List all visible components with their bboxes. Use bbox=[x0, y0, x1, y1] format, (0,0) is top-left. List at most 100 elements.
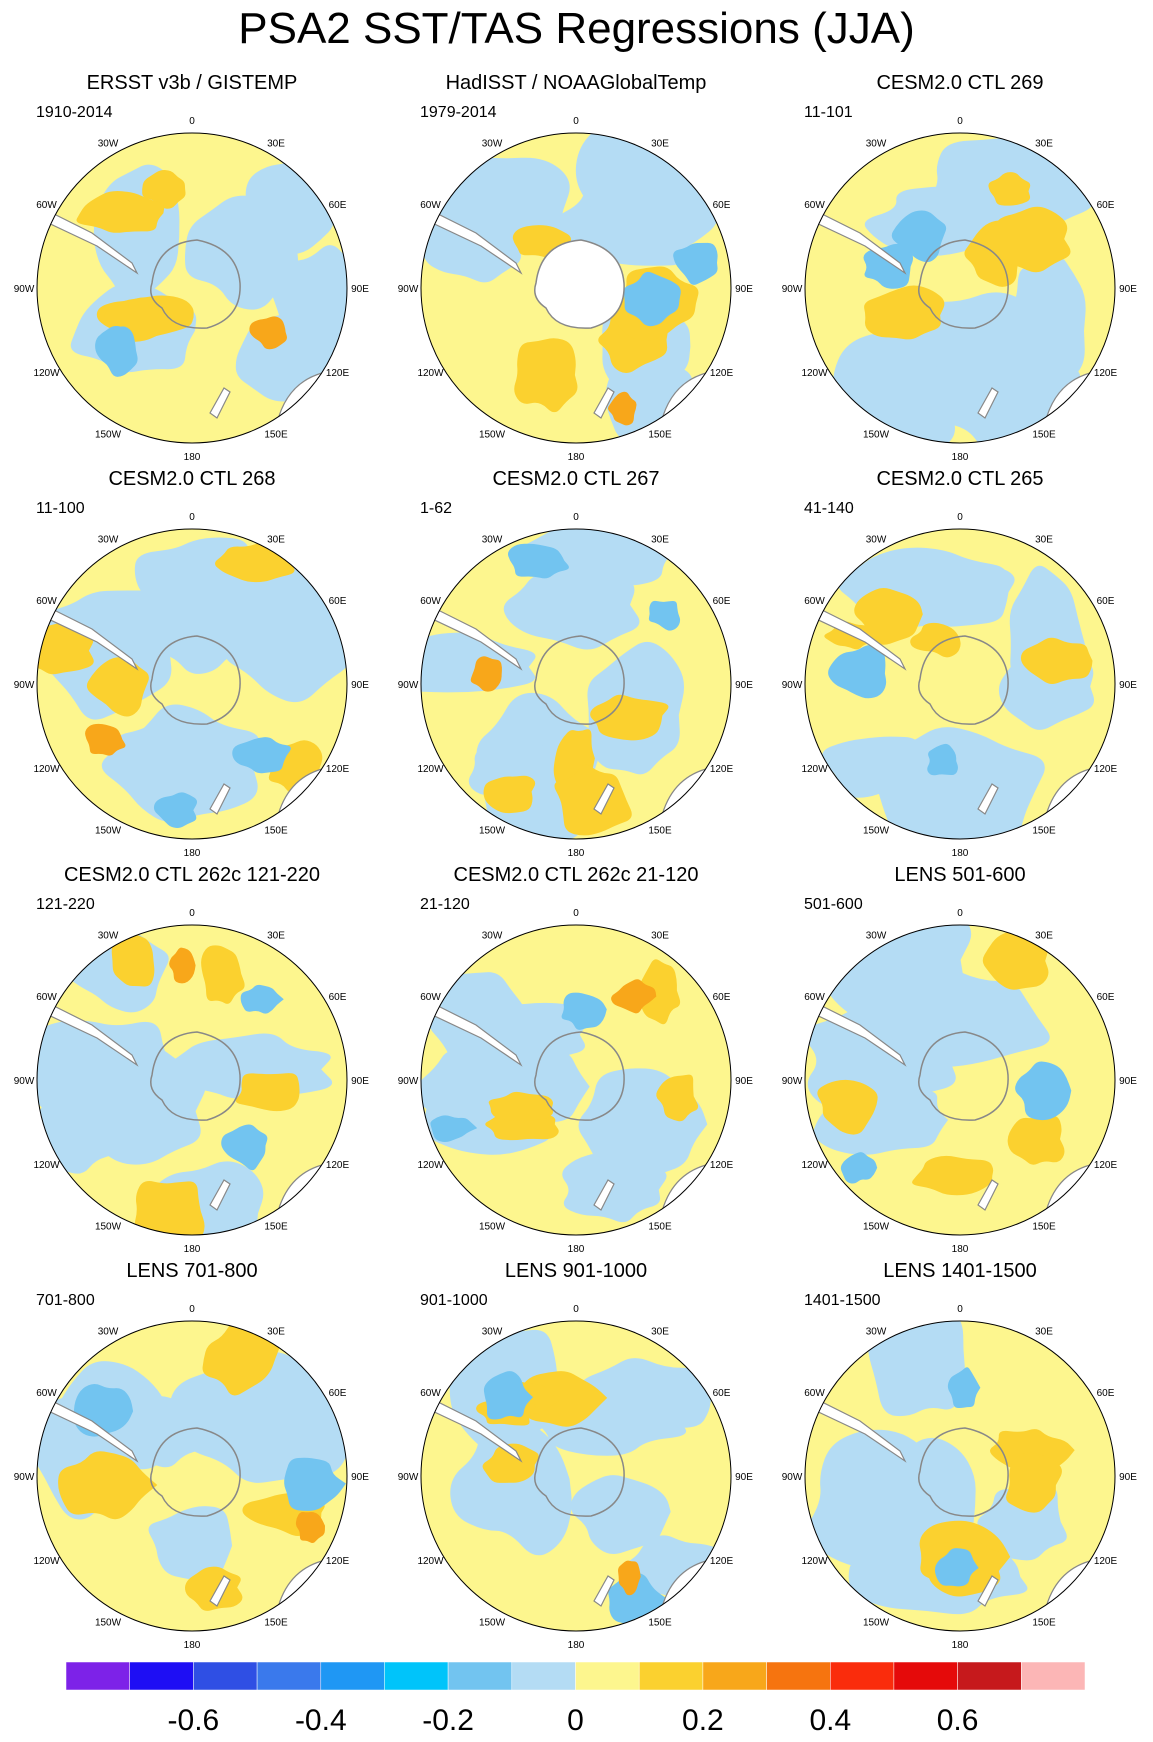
longitude-label: 90W bbox=[398, 1472, 419, 1483]
longitude-label: 60W bbox=[420, 200, 441, 211]
anomaly-positive bbox=[910, 622, 961, 658]
longitude-label: 0 bbox=[573, 116, 579, 127]
anomaly-positive bbox=[521, 1371, 608, 1427]
longitude-label: 30W bbox=[98, 535, 119, 546]
map-panel: ERSST v3b / GISTEMP 1910-2014 0 30E 60E 90E 12… bbox=[0, 72, 384, 464]
antarctica-outline bbox=[534, 1427, 625, 1517]
longitude-label: 60E bbox=[713, 200, 731, 211]
longitude-label: 120E bbox=[1094, 1556, 1118, 1567]
anomaly-positive bbox=[235, 1073, 300, 1112]
longitude-label: 150E bbox=[264, 826, 288, 837]
longitude-label: 150E bbox=[1032, 826, 1056, 837]
map-boundary bbox=[36, 1320, 348, 1632]
map-boundary bbox=[804, 1320, 1116, 1632]
longitude-label: 30W bbox=[98, 931, 119, 942]
anomaly-negative-strong bbox=[430, 1115, 478, 1143]
antarctica-outline bbox=[150, 1427, 241, 1517]
longitude-label: 30E bbox=[651, 1327, 669, 1338]
longitude-label: 180 bbox=[184, 1244, 201, 1255]
longitude-label: 60W bbox=[804, 200, 825, 211]
anomaly-positive bbox=[1007, 1115, 1065, 1165]
longitude-label: 0 bbox=[189, 116, 195, 127]
longitude-label: 150W bbox=[863, 826, 890, 837]
panel-title: CESM2.0 CTL 265 bbox=[876, 468, 1044, 490]
anomaly-positive bbox=[184, 1566, 243, 1611]
polar-map: 0 30E 60E 90E 120E 150E 180 150W 120W 90W 60W 30W bbox=[782, 116, 1138, 463]
anomaly-positive-strong bbox=[169, 947, 196, 984]
new-zealand-outline bbox=[209, 783, 231, 815]
panel-period: 501-600 bbox=[804, 896, 863, 913]
longitude-label: 0 bbox=[957, 1304, 963, 1315]
colorbar-swatch bbox=[511, 1661, 576, 1691]
longitude-label: 150E bbox=[1032, 1222, 1056, 1233]
colorbar-tick-label: 0.6 bbox=[937, 1704, 979, 1737]
antarctica-outline bbox=[150, 239, 241, 329]
anomaly-positive bbox=[76, 190, 165, 233]
longitude-label: 60W bbox=[804, 1388, 825, 1399]
longitude-label: 120W bbox=[417, 1556, 444, 1567]
anomaly-negative-strong bbox=[240, 984, 284, 1014]
anomaly-negative-strong bbox=[1015, 1061, 1072, 1121]
anomaly-negative bbox=[223, 1389, 347, 1480]
map-boundary bbox=[804, 528, 1116, 840]
antarctica-outline bbox=[534, 1031, 625, 1121]
anomaly-positive bbox=[590, 694, 669, 741]
anomaly-positive bbox=[111, 930, 155, 987]
map-panel: LENS 501-600 501-600 0 30E 60E 90E 120E 150E 180… bbox=[768, 864, 1152, 1256]
longitude-label: 150E bbox=[648, 826, 672, 837]
colorbar-swatch bbox=[320, 1661, 385, 1691]
polar-map: 0 30E 60E 90E 120E 150E 180 150W 120W 90W 60W 30W bbox=[398, 1304, 754, 1651]
longitude-label: 60E bbox=[1097, 992, 1115, 1003]
longitude-label: 150W bbox=[95, 1618, 122, 1629]
anomaly-positive bbox=[656, 1074, 699, 1122]
longitude-label: 30W bbox=[866, 931, 887, 942]
longitude-label: 120E bbox=[710, 764, 734, 775]
map-panel: LENS 901-1000 901-1000 0 30E 60E 90E 120E 150E 1… bbox=[384, 1260, 768, 1652]
panel-period: 121-220 bbox=[36, 896, 95, 913]
map-panel: CESM2.0 CTL 269 11-101 0 30E 60E 90E 120E 150E 1… bbox=[768, 72, 1152, 464]
map-boundary bbox=[420, 528, 732, 840]
longitude-label: 150W bbox=[863, 430, 890, 441]
longitude-label: 0 bbox=[189, 1304, 195, 1315]
longitude-label: 30W bbox=[98, 1327, 119, 1338]
longitude-label: 150W bbox=[479, 430, 506, 441]
map-boundary bbox=[36, 528, 348, 840]
longitude-label: 180 bbox=[952, 452, 969, 463]
longitude-label: 90E bbox=[351, 284, 369, 295]
map-boundary bbox=[420, 924, 732, 1236]
longitude-label: 30E bbox=[1035, 139, 1053, 150]
colorbar-swatch bbox=[638, 1661, 704, 1691]
anomaly-negative bbox=[148, 1506, 233, 1581]
panel-period: 11-101 bbox=[804, 104, 853, 121]
anomaly-negative-strong bbox=[828, 644, 887, 699]
longitude-label: 0 bbox=[189, 908, 195, 919]
longitude-label: 90E bbox=[735, 284, 753, 295]
longitude-label: 60E bbox=[1097, 1388, 1115, 1399]
longitude-label: 120W bbox=[33, 1556, 60, 1567]
longitude-label: 120E bbox=[326, 1556, 350, 1567]
anomaly-negative-strong bbox=[673, 242, 718, 285]
anomaly-positive bbox=[488, 1091, 554, 1121]
colorbar-swatch bbox=[65, 1661, 130, 1691]
new-zealand-outline bbox=[977, 1179, 999, 1211]
antarctica-outline bbox=[150, 635, 241, 725]
main-title: PSA2 SST/TAS Regressions (JJA) bbox=[238, 4, 915, 53]
longitude-label: 120E bbox=[1094, 764, 1118, 775]
anomaly-negative-strong bbox=[648, 600, 681, 631]
colorbar-swatch bbox=[447, 1661, 513, 1691]
longitude-label: 120E bbox=[326, 368, 350, 379]
anomaly-positive-strong bbox=[295, 1511, 325, 1544]
longitude-label: 150W bbox=[95, 430, 122, 441]
polar-map: 0 30E 60E 90E 120E 150E 180 150W 120W 90W 60W 30W bbox=[14, 1304, 370, 1651]
anomaly-positive-strong bbox=[611, 979, 657, 1014]
polar-map: 0 30E 60E 90E 120E 150E 180 150W 120W 90W 60W 30W bbox=[14, 116, 370, 463]
longitude-label: 180 bbox=[952, 1640, 969, 1651]
map-boundary bbox=[36, 132, 348, 444]
longitude-label: 90W bbox=[14, 1076, 35, 1087]
colorbar-tick-label: 0.4 bbox=[809, 1704, 851, 1737]
longitude-label: 120E bbox=[710, 368, 734, 379]
longitude-label: 120W bbox=[801, 764, 828, 775]
longitude-label: 150E bbox=[264, 1618, 288, 1629]
new-zealand-outline bbox=[593, 1179, 615, 1211]
longitude-label: 120E bbox=[326, 1160, 350, 1171]
